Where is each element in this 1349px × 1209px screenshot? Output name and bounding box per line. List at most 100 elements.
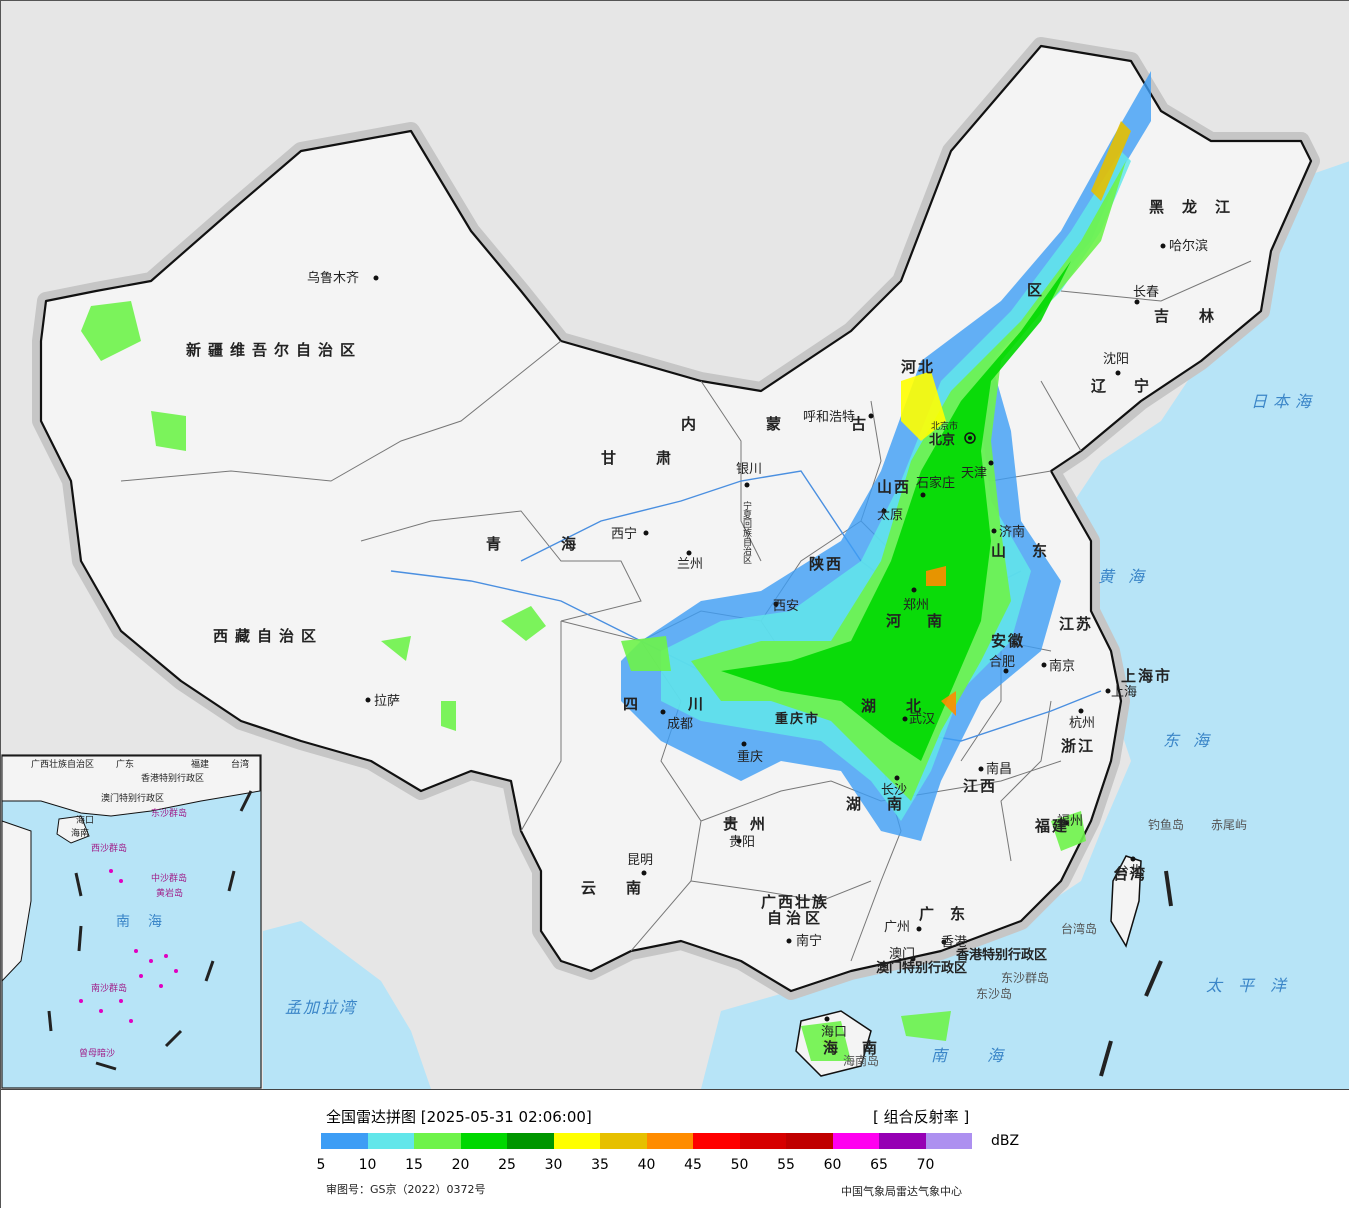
label-xizang: 西藏自治区 — [213, 627, 323, 645]
legend-swatch — [786, 1133, 833, 1149]
label-hongkong-sar: 香港特别行政区 — [955, 947, 1047, 963]
legend-color-bar — [321, 1133, 972, 1149]
inset-label-taiwan: 台湾 — [231, 758, 249, 770]
label-tianjin: 天津 — [961, 466, 987, 481]
inset-label-hk: 香港特别行政区 — [141, 772, 204, 784]
city-nanchang: 南昌 — [986, 761, 1012, 777]
city-hefei: 合肥 — [989, 655, 1015, 670]
legend-tick-label: 55 — [777, 1157, 795, 1173]
city-zhengzhou: 郑州 — [903, 598, 929, 613]
sea-yellow: 黄海 — [1098, 567, 1158, 586]
label-shanghai: 上海市 — [1121, 667, 1172, 685]
sea-bengal: 孟加拉湾 — [285, 998, 358, 1017]
inset-label-fujian: 福建 — [191, 758, 209, 770]
label-fujian: 福建 — [1034, 817, 1069, 835]
city-guangzhou: 广州 — [884, 920, 910, 935]
label-guizhou: 贵州 — [723, 815, 777, 833]
legend-tick-label: 10 — [358, 1157, 377, 1173]
label-hebei: 河北 — [901, 358, 935, 376]
beijing-marker-icon — [964, 432, 976, 444]
label-beijing: 北京 — [929, 432, 955, 448]
city-taiyuan: 太原 — [877, 508, 903, 523]
city-nanjing: 南京 — [1049, 658, 1075, 674]
label-anhui: 安徽 — [991, 632, 1025, 650]
legend-swatch — [925, 1133, 972, 1149]
bay-of-bengal — [263, 921, 431, 1089]
city-yinchuan: 银川 — [736, 462, 762, 477]
label-taiwan: 台湾 — [1113, 865, 1147, 883]
label-henan: 河南 — [886, 612, 968, 630]
city-hongkong: 香港 — [941, 935, 967, 950]
inset-islands — [79, 869, 178, 1023]
map-approval-number: 审图号：GS京（2022）0372号 — [326, 1183, 486, 1196]
island-dongsha: 东沙群岛 — [1001, 970, 1049, 985]
city-xian: 西安 — [773, 599, 799, 614]
city-chongqing: 重庆 — [737, 749, 763, 765]
legend-swatch — [739, 1133, 786, 1149]
inset-label-dongsha: 东沙群岛 — [151, 807, 187, 819]
label-hainan: 海南 — [823, 1039, 901, 1057]
label-guangxi-2: 自治区 — [767, 909, 824, 927]
label-gansu: 甘肃 — [601, 449, 711, 467]
city-xining: 西宁 — [611, 526, 637, 542]
label-hubei: 湖北 — [861, 697, 951, 715]
legend-tick-label: 60 — [823, 1157, 842, 1173]
label-shandong: 山东 — [991, 542, 1073, 560]
maritime-dashed-line — [1099, 870, 1173, 1077]
legend-tick-label: 45 — [684, 1157, 702, 1173]
sea-japan: 日本海 — [1251, 392, 1317, 411]
label-jiangxi: 江西 — [963, 777, 997, 795]
inset-land-left — [1, 820, 32, 983]
island-dongsha2: 东沙岛 — [976, 986, 1012, 1001]
city-nanning: 南宁 — [796, 933, 822, 949]
inset-label-hainan: 海南 — [71, 827, 89, 839]
inset-land — [1, 755, 261, 817]
label-heilongjiang: 黑龙江 — [1149, 198, 1248, 216]
island-diaoyu: 钓鱼岛 — [1148, 817, 1184, 832]
label-guangdong: 广东 — [919, 905, 981, 923]
label-shanxi: 山西 — [877, 478, 911, 496]
city-shanghai: 上海 — [1111, 685, 1137, 700]
city-fuzhou: 福州 — [1057, 814, 1083, 829]
city-harbin: 哈尔滨 — [1169, 238, 1208, 254]
label-chongqing: 重庆市 — [775, 711, 820, 727]
label-qinghai: 青海 — [486, 535, 636, 553]
city-beijing: 北京市 — [931, 420, 958, 432]
china-land — [39, 44, 1313, 993]
city-hangzhou: 杭州 — [1069, 716, 1095, 731]
inset-label-huangyan: 黄岩岛 — [156, 887, 183, 899]
legend-tick-label: 50 — [730, 1157, 749, 1173]
legend-swatch — [414, 1133, 461, 1149]
legend-swatch — [507, 1133, 554, 1149]
label-shaanxi: 陕西 — [809, 555, 843, 573]
legend-title: 全国雷达拼图 [2025-05-31 02:06:00] — [326, 1108, 592, 1126]
legend-tick-label: 5 — [316, 1157, 326, 1173]
legend-tick-label: 40 — [637, 1157, 656, 1173]
legend-tick-label: 65 — [870, 1157, 888, 1173]
sea-pacific: 太平洋 — [1206, 976, 1302, 995]
legend-tick-label: 20 — [451, 1157, 470, 1173]
city-markers — [365, 243, 1166, 1022]
inset-dashed-line — [47, 790, 253, 1071]
legend-swatch — [693, 1133, 740, 1149]
inset-hainan — [56, 815, 90, 844]
island-taiwan: 台湾岛 — [1061, 921, 1097, 936]
legend-swatch — [600, 1133, 647, 1149]
legend-tick-label: 30 — [544, 1157, 563, 1173]
label-hunan: 湖南 — [846, 795, 928, 813]
city-lhasa: 拉萨 — [374, 694, 400, 709]
legend-swatch — [321, 1133, 368, 1149]
label-macao-sar: 澳门特别行政区 — [876, 960, 967, 976]
taiwan-island — [1110, 855, 1142, 948]
city-shijiazhuang: 石家庄 — [916, 475, 955, 491]
label-liaoning: 辽宁 — [1091, 377, 1177, 395]
label-liao-qu: 区 — [1027, 281, 1049, 299]
radar-map[interactable]: 新疆维吾尔自治区 西藏自治区 青海 甘肃 内蒙古 黑龙江 吉林 辽宁 上海市 江… — [1, 1, 1349, 1090]
legend-swatch — [646, 1133, 693, 1149]
legend-swatch — [367, 1133, 414, 1149]
inset-label-south-sea: 南海 — [116, 914, 180, 930]
island-chiwei: 赤尾屿 — [1211, 818, 1247, 832]
inset-label-nansha: 南沙群岛 — [91, 982, 127, 994]
city-changchun: 长春 — [1133, 285, 1159, 300]
